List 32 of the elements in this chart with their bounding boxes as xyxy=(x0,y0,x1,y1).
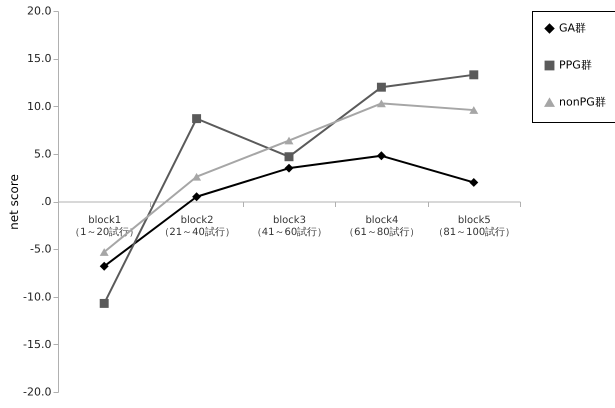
point xyxy=(100,262,109,271)
x-tick-label: block2 （21～40試行） xyxy=(159,215,235,238)
y-tick-label: 20.0 xyxy=(27,4,52,18)
legend-label: nonPG群 xyxy=(559,96,606,108)
point xyxy=(376,100,386,108)
y-tick-label: -10.0 xyxy=(23,290,52,304)
y-tick-label: 10.0 xyxy=(27,100,52,113)
point xyxy=(469,178,478,187)
y-tick-label: -15.0 xyxy=(23,338,52,351)
point xyxy=(376,82,386,92)
point xyxy=(192,192,202,202)
y-tick-label: .0 xyxy=(41,195,52,208)
x-tick-label: block3 （41～60試行） xyxy=(252,215,328,238)
point xyxy=(284,164,294,173)
x-tick-label: block5 （81～100試行） xyxy=(433,215,516,238)
point xyxy=(469,70,478,80)
y-tick-label: -5.0 xyxy=(30,242,52,256)
point xyxy=(100,248,109,256)
y-tick-label: -20.0 xyxy=(23,386,52,398)
point xyxy=(376,151,386,160)
y-tick-label: 15.0 xyxy=(27,52,52,66)
point xyxy=(192,114,202,124)
point xyxy=(284,152,294,162)
x-tick-label: block4 （61～80試行） xyxy=(344,215,420,238)
point xyxy=(192,172,202,181)
legend-label: PPG群 xyxy=(559,58,592,72)
y-axis-title: net score xyxy=(7,174,22,230)
point xyxy=(100,298,109,308)
point xyxy=(469,106,478,114)
legend-label: GA群 xyxy=(559,22,586,34)
point xyxy=(284,136,294,144)
y-tick-label: 5.0 xyxy=(34,147,52,160)
